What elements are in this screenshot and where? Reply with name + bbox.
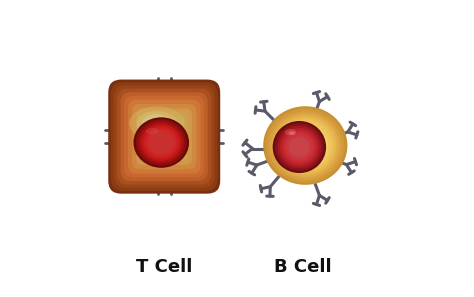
Ellipse shape [307,168,309,170]
Ellipse shape [271,114,339,177]
Ellipse shape [301,127,303,129]
Ellipse shape [318,152,320,154]
Ellipse shape [314,164,316,166]
Ellipse shape [266,109,345,182]
FancyBboxPatch shape [132,104,196,169]
Ellipse shape [324,134,325,136]
Ellipse shape [142,114,172,132]
Ellipse shape [273,121,326,173]
Ellipse shape [146,128,159,135]
Ellipse shape [312,127,314,129]
Ellipse shape [136,119,187,166]
Ellipse shape [129,107,185,140]
Ellipse shape [322,138,324,139]
Ellipse shape [275,123,324,171]
FancyBboxPatch shape [128,99,201,174]
FancyBboxPatch shape [114,86,214,188]
Ellipse shape [134,117,189,168]
Ellipse shape [291,132,319,159]
Ellipse shape [299,156,300,158]
Ellipse shape [285,127,325,164]
Ellipse shape [285,129,296,135]
Ellipse shape [315,155,317,157]
Ellipse shape [137,111,177,135]
Ellipse shape [144,127,179,159]
Ellipse shape [319,148,321,150]
Ellipse shape [146,129,176,156]
Ellipse shape [283,124,328,167]
Ellipse shape [263,106,347,185]
Ellipse shape [302,169,304,171]
FancyBboxPatch shape [147,119,181,154]
Ellipse shape [286,135,288,137]
FancyBboxPatch shape [140,112,188,161]
Ellipse shape [149,131,173,154]
Ellipse shape [284,146,286,148]
Ellipse shape [298,122,299,124]
Ellipse shape [289,137,310,157]
FancyBboxPatch shape [120,92,208,181]
FancyBboxPatch shape [108,80,220,194]
Ellipse shape [280,122,331,169]
Ellipse shape [295,151,297,153]
Ellipse shape [284,132,314,162]
Ellipse shape [322,128,324,130]
Ellipse shape [303,161,305,163]
Ellipse shape [319,161,321,163]
Ellipse shape [268,111,342,180]
Ellipse shape [277,119,334,172]
Ellipse shape [277,126,321,168]
Ellipse shape [274,116,337,175]
FancyBboxPatch shape [111,82,218,191]
Ellipse shape [293,135,317,157]
Ellipse shape [319,129,320,131]
FancyBboxPatch shape [137,108,192,165]
Text: B Cell: B Cell [273,258,331,276]
FancyBboxPatch shape [124,96,204,178]
Ellipse shape [141,124,182,161]
Ellipse shape [284,147,286,149]
Ellipse shape [280,128,319,166]
Ellipse shape [289,131,295,135]
Ellipse shape [301,159,303,161]
Ellipse shape [287,135,312,159]
Ellipse shape [288,129,322,162]
FancyBboxPatch shape [117,89,211,185]
Ellipse shape [282,130,317,164]
Text: T Cell: T Cell [136,258,192,276]
FancyBboxPatch shape [144,116,185,157]
Ellipse shape [290,135,292,137]
Ellipse shape [138,122,184,163]
